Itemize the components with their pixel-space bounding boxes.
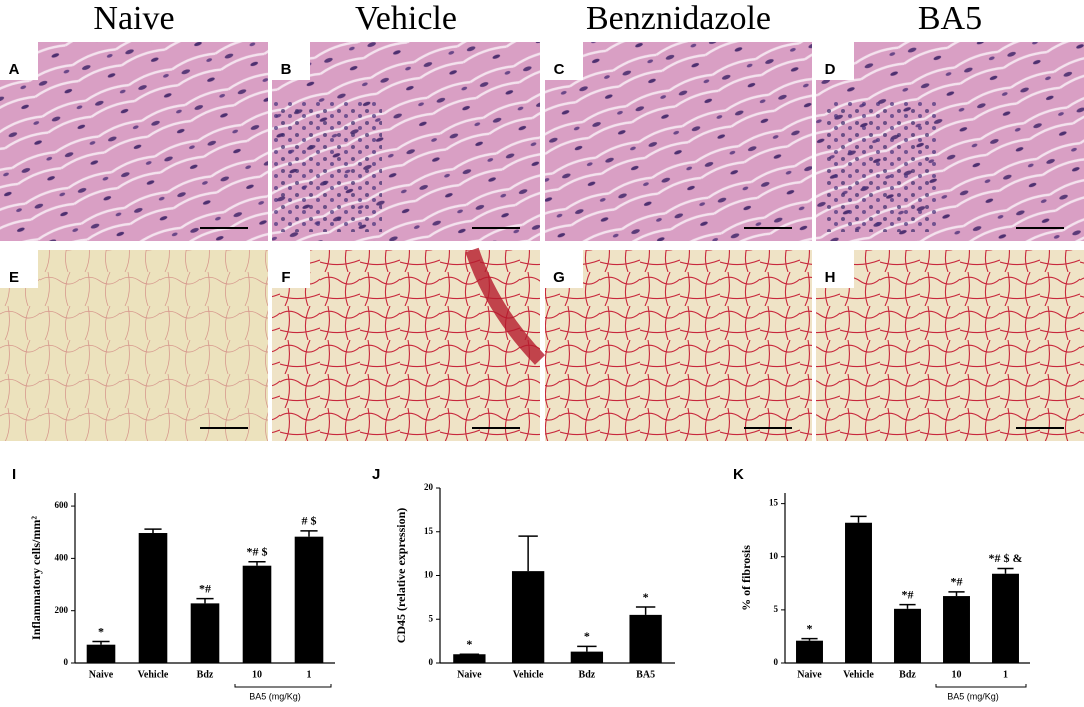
x-tick-label: Naive: [457, 669, 482, 680]
y-tick-label: 200: [55, 605, 69, 615]
panel-letter: H: [825, 269, 836, 286]
y-tick-label: 15: [769, 498, 779, 508]
significance: *# $ &: [989, 551, 1023, 565]
x-tick-label: Vehicle: [138, 669, 169, 680]
panel-letter: J: [372, 466, 380, 483]
significance: *: [98, 624, 104, 638]
letter-box: [272, 42, 310, 80]
group-bracket: [935, 684, 1027, 688]
bar: [796, 640, 823, 663]
group-label: BA5 (mg/Kg): [249, 691, 301, 701]
panel-letter: C: [554, 61, 565, 78]
bar: [992, 573, 1019, 663]
y-tick-label: 10: [424, 570, 434, 580]
micrograph: [545, 42, 812, 241]
letter-box: [0, 250, 38, 288]
bar: [86, 644, 116, 663]
significance: *# $: [247, 545, 268, 559]
y-axis-label: CD45 (relative expression): [394, 508, 408, 644]
letter-box: [545, 42, 583, 80]
group-label: BA5 (mg/Kg): [947, 691, 999, 701]
micrograph: [0, 42, 268, 241]
y-tick-label: 0: [774, 657, 779, 667]
y-tick-label: 5: [429, 613, 434, 623]
x-tick-label: Vehicle: [513, 669, 544, 680]
x-tick-label: 1: [1003, 669, 1008, 680]
panel-letter: I: [12, 466, 16, 483]
letter-box: [0, 42, 38, 80]
significance: # $: [302, 514, 317, 528]
column-title: Benznidazole: [586, 0, 771, 37]
significance: *: [643, 590, 649, 604]
significance: *: [466, 637, 472, 651]
x-tick-label: Bdz: [579, 669, 596, 680]
x-tick-label: 10: [252, 669, 262, 680]
significance: *: [807, 621, 813, 635]
panel-letter: F: [281, 269, 290, 286]
micrograph: [545, 250, 812, 441]
infiltrate: [826, 102, 936, 232]
x-tick-label: Vehicle: [843, 669, 874, 680]
y-tick-label: 20: [424, 482, 434, 492]
y-tick-label: 5: [774, 604, 779, 614]
y-tick-label: 0: [64, 657, 69, 667]
micrograph: [0, 250, 268, 441]
group-bracket: [234, 684, 332, 688]
y-tick-label: 15: [424, 526, 434, 536]
infiltrate: [272, 102, 382, 232]
y-axis-label: Inflammatory cells/mm²: [29, 516, 43, 640]
bar: [511, 571, 545, 663]
micrograph: [272, 250, 540, 441]
x-tick-label: 10: [952, 669, 962, 680]
y-axis-label: % of fibrosis: [739, 545, 753, 611]
bar: [294, 536, 324, 663]
letter-box: [816, 42, 854, 80]
y-tick-label: 400: [55, 552, 69, 562]
letter-box: [272, 250, 310, 288]
letter-box: [816, 250, 854, 288]
x-tick-label: Bdz: [899, 669, 916, 680]
x-tick-label: Naive: [89, 669, 114, 680]
bar: [138, 533, 168, 663]
panel-letter: E: [9, 269, 19, 286]
fibrosis: [465, 247, 546, 365]
letter-box: [545, 250, 583, 288]
column-title: Vehicle: [355, 0, 457, 37]
y-tick-label: 10: [769, 551, 779, 561]
bar: [943, 596, 970, 663]
bar: [845, 522, 872, 663]
micrograph: [816, 250, 1084, 441]
y-tick-label: 0: [429, 657, 434, 667]
y-tick-label: 600: [55, 500, 69, 510]
column-title: Naive: [93, 0, 174, 37]
x-tick-label: 1: [307, 669, 312, 680]
panel-letter: D: [825, 61, 836, 78]
panel-letter: B: [281, 61, 292, 78]
bar: [242, 565, 272, 663]
significance: *#: [199, 581, 211, 595]
panel-letter: K: [733, 466, 744, 483]
significance: *#: [951, 575, 963, 589]
significance: *: [584, 629, 590, 643]
panel-letter: G: [553, 269, 565, 286]
panel-letter: A: [9, 61, 20, 78]
significance: *#: [902, 587, 914, 601]
bar: [629, 614, 662, 663]
column-title: BA5: [918, 0, 982, 37]
bar: [453, 654, 486, 663]
x-tick-label: BA5: [636, 669, 655, 680]
bar: [894, 608, 921, 663]
bar: [570, 651, 604, 663]
x-tick-label: Bdz: [197, 669, 214, 680]
bar: [190, 603, 220, 663]
x-tick-label: Naive: [797, 669, 822, 680]
micrographs: Naive Vehicle Benznidazole BA5 A B C D E F G H: [0, 0, 1084, 441]
